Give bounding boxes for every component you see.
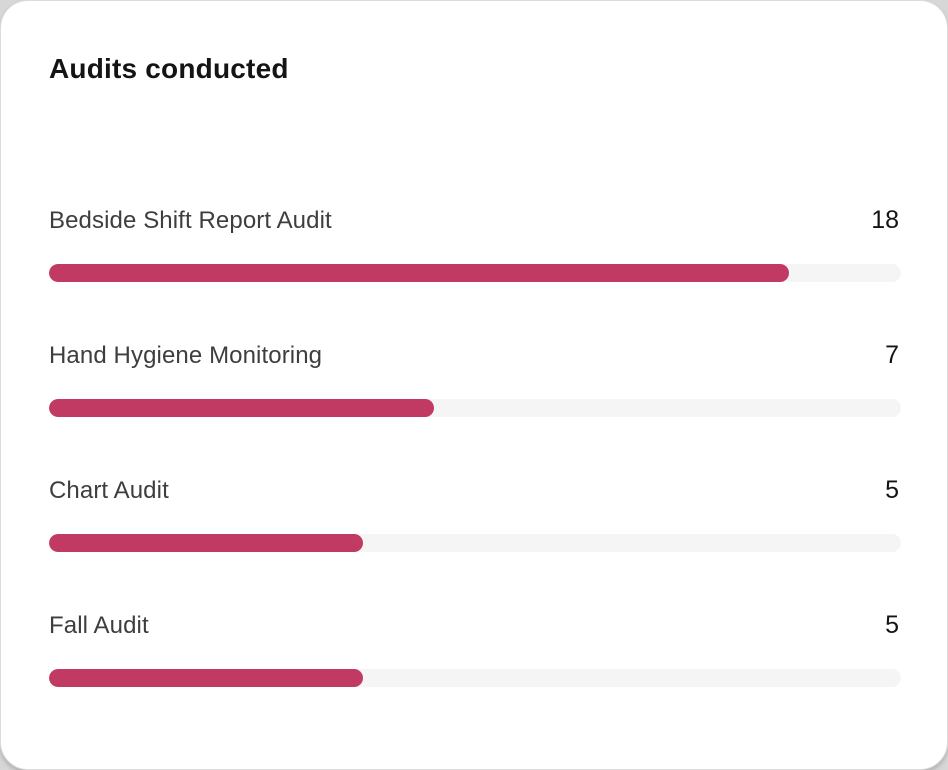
audit-label: Hand Hygiene Monitoring	[49, 342, 323, 369]
audit-row: Fall Audit 5	[49, 608, 901, 687]
audit-count: 5	[885, 611, 899, 639]
audit-row: Bedside Shift Report Audit 18	[49, 203, 901, 282]
audit-row: Hand Hygiene Monitoring 7	[49, 338, 901, 417]
audit-count: 5	[885, 476, 899, 504]
card-title: Audits conducted	[49, 53, 289, 84]
audit-row: Chart Audit 5	[49, 473, 901, 552]
bar-track	[49, 264, 901, 282]
audit-label: Bedside Shift Report Audit	[49, 207, 332, 234]
audit-count: 18	[871, 206, 899, 234]
bar-fill	[49, 534, 364, 552]
bar-fill	[49, 669, 364, 687]
audit-count: 7	[885, 341, 899, 369]
bar-fill	[49, 399, 435, 417]
audit-rows: Bedside Shift Report Audit 18 Hand Hygie…	[49, 203, 901, 687]
bar-track	[49, 399, 901, 417]
bar-track	[49, 669, 901, 687]
audit-label: Chart Audit	[49, 477, 169, 504]
bar-track	[49, 534, 901, 552]
bar-fill	[49, 264, 790, 282]
audit-label: Fall Audit	[49, 612, 149, 639]
